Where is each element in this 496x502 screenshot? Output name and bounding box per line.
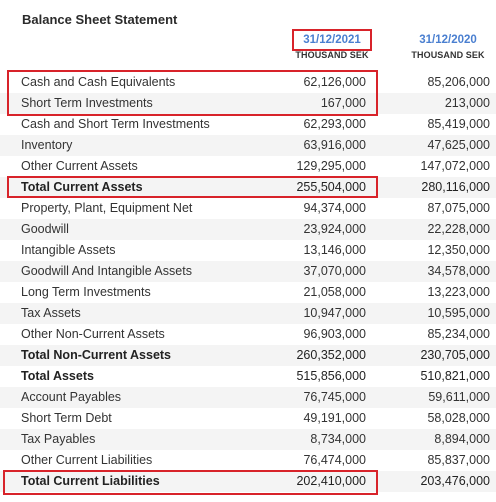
value-2020: 85,419,000 [427, 117, 490, 131]
table-row: Other Current Assets 129,295,000 147,072,0… [0, 156, 496, 177]
row-label: Tax Assets [21, 306, 81, 320]
value-2020: 85,837,000 [427, 453, 490, 467]
highlight-box-total-current-liabilities [3, 470, 378, 495]
statement-title: Balance Sheet Statement [22, 12, 178, 27]
highlight-box-date [292, 29, 372, 51]
row-label: Total Non-Current Assets [21, 348, 172, 362]
value-2021: 10,947,000 [303, 306, 366, 320]
value-2021: 13,146,000 [303, 243, 366, 257]
value-2021: 23,924,000 [303, 222, 366, 236]
column-unit-2021: THOUSAND SEK [295, 50, 369, 60]
row-label: Other Current Assets [21, 159, 138, 173]
table-row: Total Non-Current Assets 260,352,000 230,7… [0, 345, 496, 366]
value-2021: 62,126,000 [303, 75, 366, 89]
column-date-2021[interactable]: 31/12/2021 [303, 34, 361, 46]
value-2020: 58,028,000 [427, 411, 490, 425]
row-label: Long Term Investments [21, 285, 151, 299]
row-label: Total Assets [21, 369, 94, 383]
value-2020: 8,894,000 [434, 432, 490, 446]
column-header-2021: 31/12/2021 THOUSAND SEK [286, 34, 378, 60]
value-2021: 515,856,000 [296, 369, 366, 383]
highlight-box-cash-rows [7, 70, 378, 116]
row-label: Intangible Assets [21, 243, 116, 257]
value-2021: 167,000 [320, 96, 366, 110]
value-2020: 85,234,000 [427, 327, 490, 341]
table-row: Short Term Investments 167,000 213,000 [0, 93, 496, 114]
value-2021: 255,504,000 [296, 180, 366, 194]
balance-sheet-table: Cash and Cash Equivalents 62,126,000 85,20… [0, 72, 496, 492]
row-label: Other Current Liabilities [21, 453, 153, 467]
value-2020: 87,075,000 [427, 201, 490, 215]
row-label: Short Term Debt [21, 411, 112, 425]
table-row: Goodwill 23,924,000 22,228,000 [0, 219, 496, 240]
table-row: Tax Assets 10,947,000 10,595,000 [0, 303, 496, 324]
value-2021: 8,734,000 [310, 432, 366, 446]
table-row: Short Term Debt 49,191,000 58,028,000 [0, 408, 496, 429]
table-row: Inventory 63,916,000 47,625,000 [0, 135, 496, 156]
column-unit-2020: THOUSAND SEK [411, 50, 485, 60]
value-2020: 213,000 [444, 96, 490, 110]
value-2020: 10,595,000 [427, 306, 490, 320]
value-2021: 129,295,000 [296, 159, 366, 173]
value-2021: 76,745,000 [303, 390, 366, 404]
value-2021: 21,058,000 [303, 285, 366, 299]
value-2020: 510,821,000 [420, 369, 490, 383]
value-2021: 96,903,000 [303, 327, 366, 341]
row-label: Cash and Short Term Investments [21, 117, 210, 131]
table-row: Tax Payables 8,734,000 8,894,000 [0, 429, 496, 450]
value-2021: 260,352,000 [296, 348, 366, 362]
value-2020: 59,611,000 [428, 390, 490, 404]
table-row: Account Payables 76,745,000 59,611,000 [0, 387, 496, 408]
row-label: Total Current Liabilities [21, 474, 160, 488]
table-row: Intangible Assets 13,146,000 12,350,000 [0, 240, 496, 261]
row-label: Account Payables [21, 390, 122, 404]
value-2021: 202,410,000 [296, 474, 366, 488]
table-row: Total Assets 515,856,000 510,821,000 [0, 366, 496, 387]
value-2021: 62,293,000 [303, 117, 366, 131]
table-row: Total Current Assets 255,504,000 280,116,0… [0, 177, 496, 198]
value-2021: 76,474,000 [303, 453, 366, 467]
row-label: Short Term Investments [21, 96, 153, 110]
table-row: Other Current Liabilities 76,474,000 85,83… [0, 450, 496, 471]
value-2021: 63,916,000 [303, 138, 366, 152]
row-label: Cash and Cash Equivalents [21, 75, 176, 89]
row-label: Property, Plant, Equipment Net [21, 201, 193, 215]
value-2021: 49,191,000 [303, 411, 366, 425]
column-header-2020: 31/12/2020 THOUSAND SEK [402, 34, 494, 60]
value-2020: 147,072,000 [420, 159, 490, 173]
table-row: Total Current Liabilities 202,410,000 203,… [0, 471, 496, 492]
table-row: Property, Plant, Equipment Net 94,374,000… [0, 198, 496, 219]
value-2020: 12,350,000 [427, 243, 490, 257]
row-label: Goodwill And Intangible Assets [21, 264, 192, 278]
value-2020: 22,228,000 [427, 222, 490, 236]
row-label: Tax Payables [21, 432, 96, 446]
value-2020: 280,116,000 [421, 180, 490, 194]
table-row: Goodwill And Intangible Assets 37,070,000… [0, 261, 496, 282]
value-2021: 37,070,000 [303, 264, 366, 278]
highlight-box-total-current-assets [7, 176, 378, 198]
value-2020: 13,223,000 [427, 285, 490, 299]
value-2020: 34,578,000 [427, 264, 490, 278]
value-2020: 230,705,000 [420, 348, 490, 362]
value-2021: 94,374,000 [303, 201, 366, 215]
table-row: Cash and Short Term Investments 62,293,00… [0, 114, 496, 135]
row-label: Inventory [21, 138, 73, 152]
value-2020: 85,206,000 [427, 75, 490, 89]
value-2020: 203,476,000 [420, 474, 490, 488]
table-row: Long Term Investments 21,058,000 13,223,00… [0, 282, 496, 303]
row-label: Goodwill [21, 222, 69, 236]
table-row: Other Non-Current Assets 96,903,000 85,234… [0, 324, 496, 345]
value-2020: 47,625,000 [427, 138, 490, 152]
column-date-2020[interactable]: 31/12/2020 [419, 34, 477, 46]
row-label: Total Current Assets [21, 180, 143, 194]
table-row: Cash and Cash Equivalents 62,126,000 85,20… [0, 72, 496, 93]
row-label: Other Non-Current Assets [21, 327, 165, 341]
